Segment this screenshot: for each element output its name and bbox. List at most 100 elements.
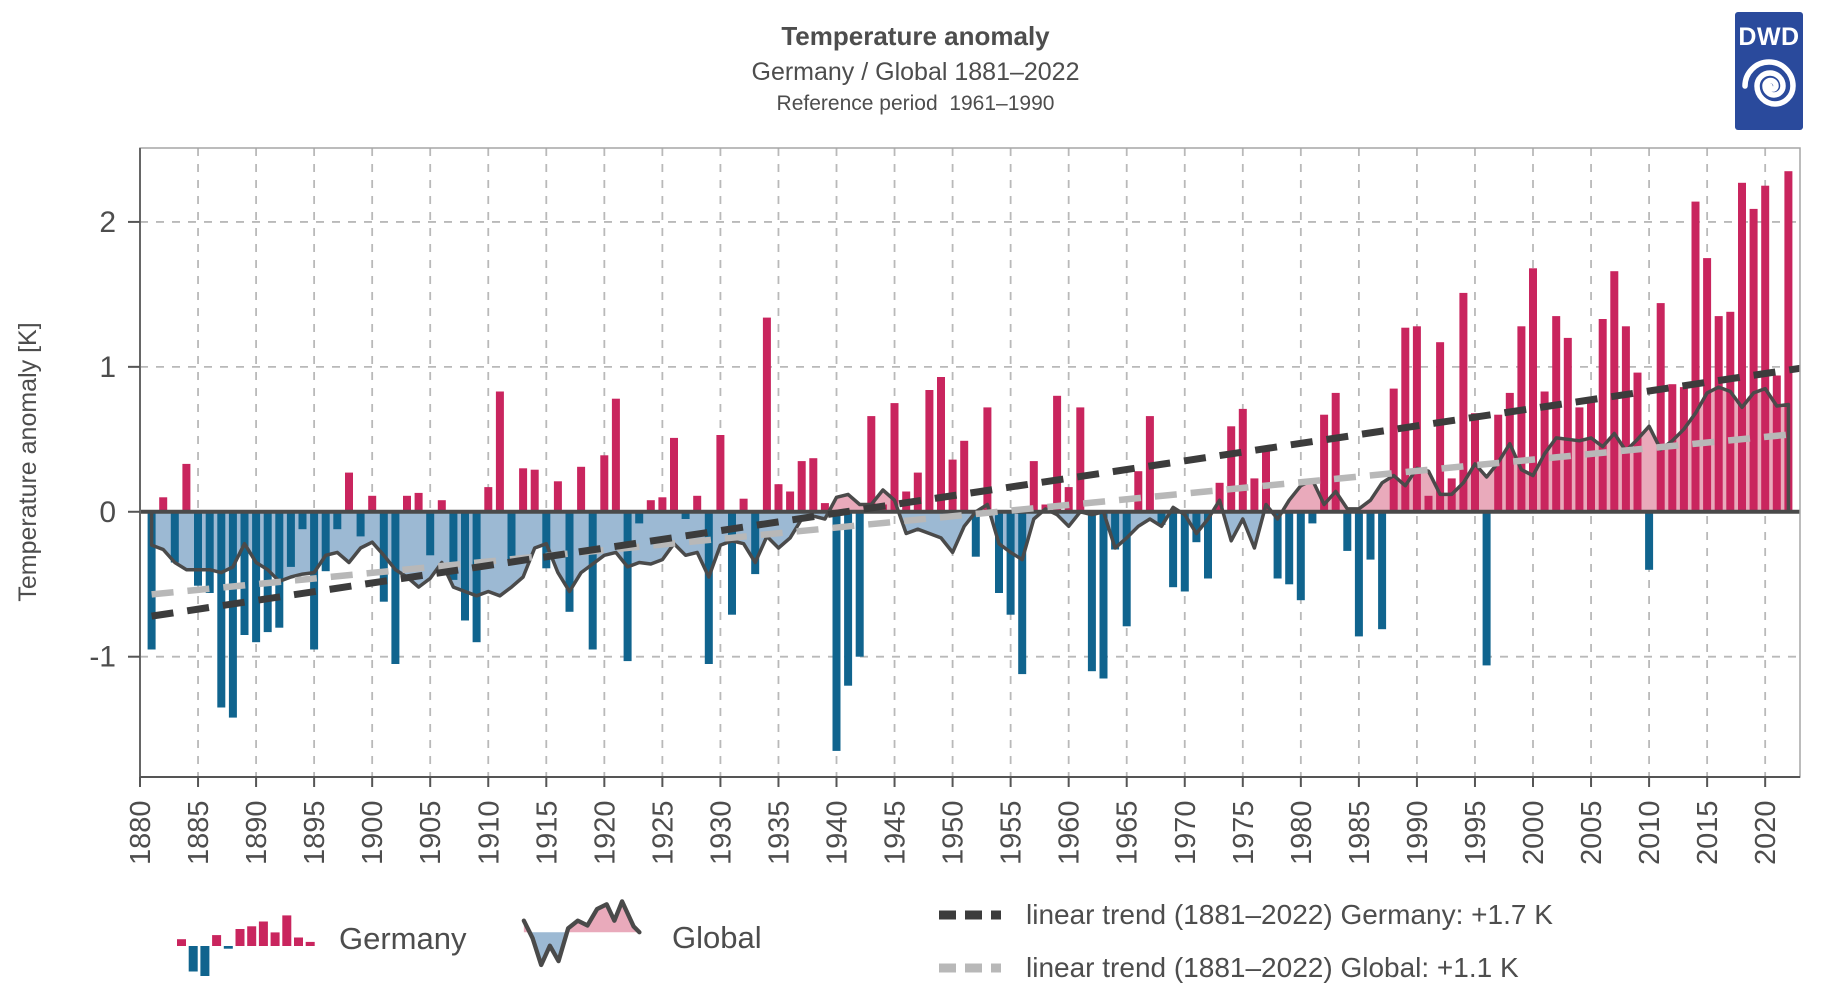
germany-bar-1932 bbox=[739, 498, 748, 512]
germany-bar-1948 bbox=[925, 390, 934, 512]
germany-bar-2011 bbox=[1656, 303, 1665, 512]
germany-bar-1962 bbox=[1087, 511, 1096, 672]
germany-bar-1917 bbox=[565, 511, 574, 612]
legend-global: Global bbox=[520, 898, 762, 978]
germany-bar-1907 bbox=[449, 511, 458, 580]
germany-bar-1941 bbox=[844, 511, 853, 686]
germany-bars-icon bbox=[177, 915, 315, 976]
x-tick-label-1965: 1965 bbox=[1112, 800, 1144, 865]
y-axis-label: Temperature anomaly [K] bbox=[14, 322, 42, 601]
germany-bar-2018 bbox=[1738, 182, 1746, 512]
germany-bar-2015 bbox=[1703, 258, 1712, 512]
legend-germany: Germany bbox=[175, 902, 466, 976]
page-title: Temperature anomaly bbox=[781, 21, 1050, 51]
y-axis: 2 1 0 -1 bbox=[89, 206, 140, 674]
germany-bar-1881 bbox=[147, 511, 156, 650]
x-tick-label-1880: 1880 bbox=[125, 800, 157, 865]
germany-bar-1929 bbox=[704, 511, 713, 664]
global-area-icon bbox=[521, 899, 642, 968]
germany-bar-1984 bbox=[1343, 511, 1352, 551]
germany-bar-1966 bbox=[1134, 471, 1143, 512]
germany-bar-1970 bbox=[1180, 511, 1189, 592]
chart-subtitle: Germany / Global 1881–2022 bbox=[751, 57, 1080, 86]
x-tick-label-1985: 1985 bbox=[1344, 800, 1376, 865]
chart-header: Temperature anomaly Germany / Global 188… bbox=[0, 20, 1831, 117]
germany-bar-1994 bbox=[1459, 292, 1468, 512]
germany-bar-2004 bbox=[1575, 407, 1584, 512]
germany-bar-1919 bbox=[588, 511, 597, 650]
germany-bar-1886 bbox=[205, 511, 214, 593]
germany-bar-1925 bbox=[658, 497, 667, 512]
germany-bar-1935 bbox=[774, 484, 783, 512]
x-tick-label-1980: 1980 bbox=[1286, 800, 1318, 865]
germany-bar-1898 bbox=[345, 472, 353, 512]
germany-bar-1920 bbox=[600, 455, 609, 512]
germany-bar-1897 bbox=[333, 511, 342, 530]
germany-bar-1902 bbox=[391, 511, 400, 664]
x-tick-label-1910: 1910 bbox=[473, 800, 505, 865]
germany-bar-2010 bbox=[1645, 511, 1654, 570]
germany-bar-1910 bbox=[484, 487, 493, 512]
germany-bar-1909 bbox=[472, 511, 481, 643]
germany-bar-1885 bbox=[194, 511, 202, 586]
germany-bar-1936 bbox=[786, 491, 795, 512]
germany-bar-1963 bbox=[1099, 511, 1108, 679]
germany-bar-1996 bbox=[1482, 511, 1491, 666]
germany-bar-1927 bbox=[681, 511, 690, 519]
x-tick-label-1925: 1925 bbox=[647, 800, 679, 865]
x-tick-label-1920: 1920 bbox=[589, 800, 621, 865]
x-tick-label-1940: 1940 bbox=[822, 800, 854, 865]
x-tick-label-1890: 1890 bbox=[241, 800, 273, 865]
x-tick-label-1995: 1995 bbox=[1460, 800, 1492, 865]
germany-bar-1965 bbox=[1122, 511, 1131, 627]
germany-bar-2007 bbox=[1610, 271, 1619, 512]
x-axis: 1880 1885 1890 1895 1900 1905 1910 1915 1920 1925… bbox=[125, 777, 1782, 865]
germany-bar-1911 bbox=[495, 391, 504, 512]
germany-bar-1934 bbox=[762, 317, 771, 512]
germany-bar-1980 bbox=[1296, 511, 1305, 601]
trend-global-label: linear trend (1881–2022) Global: +1.1 K bbox=[1026, 952, 1519, 983]
germany-bar-1947 bbox=[913, 472, 922, 512]
x-tick-label-1955: 1955 bbox=[996, 800, 1028, 865]
germany-bar-2003 bbox=[1563, 337, 1572, 512]
germany-bar-1999 bbox=[1517, 326, 1526, 512]
x-tick-label-2015: 2015 bbox=[1692, 800, 1724, 865]
germany-bar-1892 bbox=[275, 511, 284, 628]
germany-bar-1954 bbox=[995, 511, 1003, 593]
x-tick-label-1895: 1895 bbox=[299, 800, 331, 865]
germany-bar-1969 bbox=[1169, 511, 1178, 588]
x-tick-label-2005: 2005 bbox=[1576, 800, 1608, 865]
germany-bar-1916 bbox=[553, 481, 562, 512]
x-tick-label-1900: 1900 bbox=[357, 800, 389, 865]
germany-bar-1968 bbox=[1157, 511, 1166, 525]
germany-bar-1972 bbox=[1204, 511, 1212, 579]
germany-bar-1945 bbox=[890, 403, 899, 512]
dwd-spiral-icon bbox=[1742, 59, 1796, 107]
germany-bar-1960 bbox=[1064, 487, 1073, 512]
germany-bar-1956 bbox=[1018, 511, 1027, 675]
germany-bar-2021 bbox=[1772, 375, 1781, 512]
germany-bar-1982 bbox=[1320, 414, 1329, 512]
trend-line-global bbox=[151, 430, 1801, 598]
germany-bar-1899 bbox=[356, 511, 365, 537]
trend-line-germany bbox=[151, 364, 1801, 620]
germany-bar-1926 bbox=[670, 437, 678, 512]
germany-bar-1938 bbox=[809, 458, 818, 512]
germany-bar-1903 bbox=[403, 495, 411, 512]
trend-global-dash-icon bbox=[939, 963, 1001, 973]
germany-bar-1888 bbox=[228, 511, 237, 718]
germany-bar-1978 bbox=[1273, 511, 1282, 579]
germany-bar-1971 bbox=[1192, 511, 1201, 543]
germany-bar-1918 bbox=[577, 466, 586, 512]
germany-bar-1991 bbox=[1424, 495, 1433, 512]
x-tick-label-1990: 1990 bbox=[1402, 800, 1434, 865]
germany-bar-1951 bbox=[960, 440, 969, 512]
x-tick-label-1915: 1915 bbox=[531, 800, 563, 865]
germany-bar-1979 bbox=[1285, 511, 1294, 585]
germany-bar-1975 bbox=[1238, 408, 1247, 512]
germany-bar-1882 bbox=[159, 497, 168, 512]
germany-bar-1913 bbox=[519, 468, 528, 512]
germany-bar-1983 bbox=[1331, 392, 1340, 512]
